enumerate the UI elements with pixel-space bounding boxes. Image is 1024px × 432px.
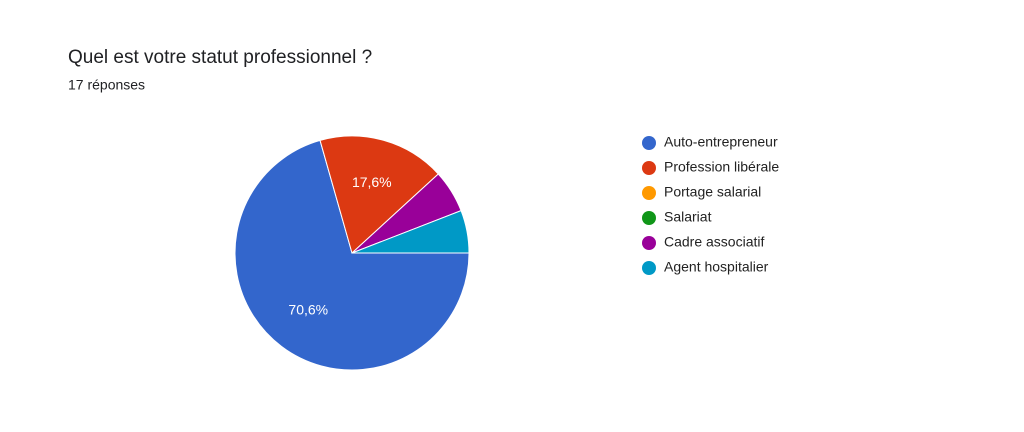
slice-label: 70,6%	[288, 302, 328, 318]
legend-label: Agent hospitalier	[664, 259, 769, 275]
legend-label: Portage salarial	[664, 184, 761, 200]
legend-swatch	[642, 261, 656, 275]
legend-swatch	[642, 211, 656, 225]
legend-label: Auto-entrepreneur	[664, 134, 778, 150]
legend-swatch	[642, 186, 656, 200]
legend-label: Cadre associatif	[664, 234, 764, 250]
legend-swatch	[642, 161, 656, 175]
legend-swatch	[642, 136, 656, 150]
legend-label: Profession libérale	[664, 159, 779, 175]
pie-slice	[319, 135, 439, 254]
legend-label: Salariat	[664, 209, 712, 225]
slice-label: 17,6%	[352, 174, 392, 190]
pie-slice	[234, 139, 470, 371]
chart-title: Quel est votre statut professionnel ?	[68, 47, 372, 68]
chart-subtitle: 17 réponses	[68, 77, 145, 93]
pie-slice	[351, 209, 470, 254]
legend-swatch	[642, 236, 656, 250]
